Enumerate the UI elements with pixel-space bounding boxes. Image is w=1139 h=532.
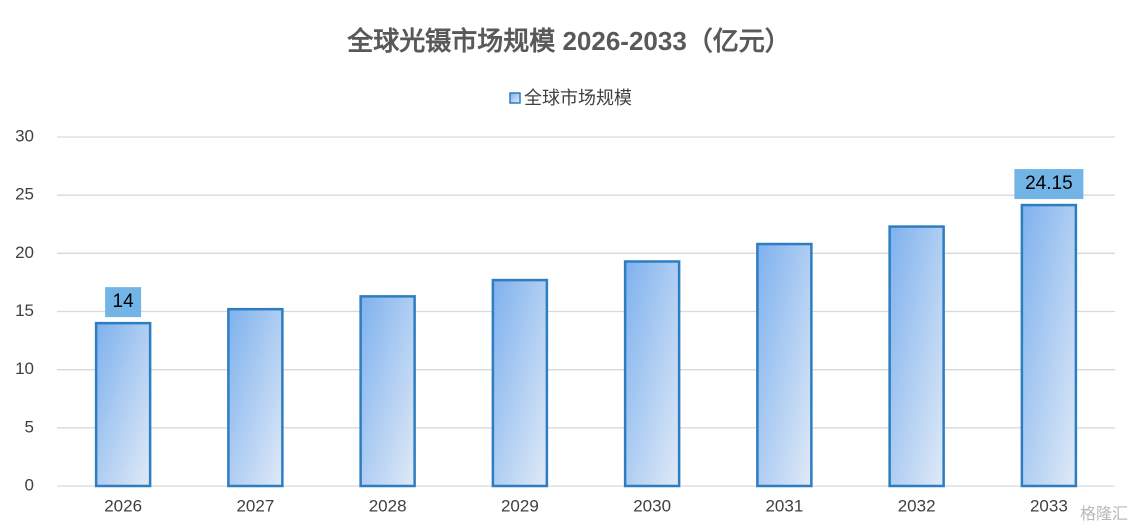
bar <box>756 242 813 488</box>
data-label-box <box>1014 169 1084 200</box>
data-label: 24.15 <box>1025 173 1073 194</box>
y-tick-label: 5 <box>25 417 34 436</box>
bar <box>1020 203 1078 488</box>
bar <box>623 260 681 488</box>
data-label-box <box>105 287 142 318</box>
data-label: 14 <box>113 291 135 312</box>
chart-title: 全球光镊市场规模 2026-2033（亿元） <box>346 26 791 56</box>
x-tick-label: 2026 <box>104 496 142 515</box>
legend-swatch <box>509 92 521 104</box>
y-tick-label: 15 <box>15 301 34 320</box>
bar <box>94 321 152 488</box>
y-tick-label: 30 <box>15 126 34 145</box>
bar <box>227 307 284 488</box>
x-tick-label: 2030 <box>633 496 671 515</box>
x-tick-label: 2028 <box>369 496 407 515</box>
watermark: 格隆汇 <box>1080 505 1128 523</box>
x-tick-label: 2027 <box>236 496 274 515</box>
bar <box>359 295 416 488</box>
bar <box>888 225 945 488</box>
y-tick-label: 20 <box>15 243 34 262</box>
y-tick-label: 25 <box>15 185 34 204</box>
x-tick-label: 2032 <box>898 496 936 515</box>
y-tick-label: 10 <box>15 359 34 378</box>
y-tick-label: 0 <box>25 475 34 494</box>
legend-label: 全球市场规模 <box>524 88 632 108</box>
bar <box>491 278 549 488</box>
x-tick-label: 2031 <box>765 496 803 515</box>
x-tick-label: 2033 <box>1030 496 1068 515</box>
x-tick-label: 2029 <box>501 496 539 515</box>
